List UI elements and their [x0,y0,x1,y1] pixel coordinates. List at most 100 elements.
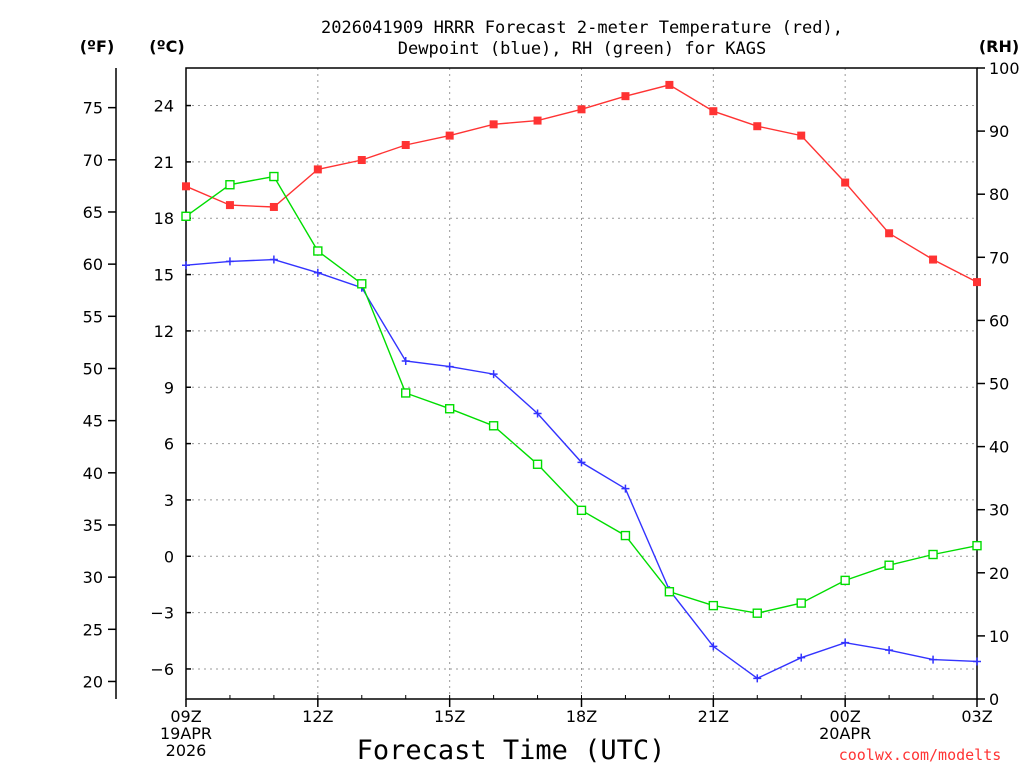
fahrenheit-unit-label: (ºF) [80,37,115,56]
celsius-tick-label: 24 [154,97,174,116]
rh-point [752,608,762,618]
dewpoint-point [797,653,806,662]
rh-point [840,575,850,586]
rh-tick-label: 30 [989,501,1009,520]
rh-point [796,598,806,608]
dewpoint-point [225,257,234,266]
temperature-point [753,122,762,131]
temperature-point [797,131,806,140]
data-series [181,80,982,683]
rh-point [708,600,719,611]
rh-point [664,587,675,597]
x-tick-label: 20APR [819,724,871,743]
dewpoint-point [313,268,322,277]
x-tick-label: 03Z [961,707,992,726]
fahrenheit-tick-label: 70 [83,151,103,170]
dewpoint-point [973,657,981,666]
celsius-tick-label: 3 [164,491,174,510]
rh-point [225,180,235,190]
rh-tick-label: 20 [989,564,1009,583]
temperature-point [445,131,454,140]
chart-title-line-2: Dewpoint (blue), RH (green) for KAGS [398,39,766,59]
dewpoint-point [753,674,762,683]
temperature-point [357,156,366,165]
dewpoint-point [489,370,498,379]
fahrenheit-tick-label: 60 [83,255,103,274]
chart-title-line-1: 2026041909 HRRR Forecast 2-meter Tempera… [321,18,843,38]
temperature-point [269,202,278,211]
celsius-tick-label: −6 [150,660,174,679]
dewpoint-point [885,646,894,655]
rh-point [928,549,938,560]
fahrenheit-tick-label: 65 [83,203,103,222]
dewpoint-point [182,261,190,270]
dewpoint-point [269,255,278,264]
x-tick-label: 19APR [160,724,212,743]
temperature-point [709,107,718,116]
rh-tick-label: 0 [989,690,999,709]
dewpoint-point [621,484,630,493]
fahrenheit-tick-label: 45 [83,412,103,431]
rh-tick-label: 100 [989,59,1020,78]
fahrenheit-tick-label: 30 [83,568,103,587]
rh-unit-label: (RH) [979,37,1019,56]
fahrenheit-tick-label: 20 [83,672,103,691]
fahrenheit-tick-label: 75 [83,99,103,118]
x-tick-label: 09Z [170,707,201,726]
celsius-unit-label: (ºC) [149,37,184,56]
temperature-point [665,80,674,89]
dewpoint-point [929,655,938,664]
temperature-point [489,120,498,129]
rh-point [313,246,323,256]
x-tick-label: 2026 [166,741,207,760]
celsius-tick-label: 21 [154,153,174,172]
celsius-tick-label: 6 [164,435,174,454]
grid-lines [186,68,977,699]
temperature-point [929,255,938,264]
dewpoint-point [841,638,850,647]
fahrenheit-tick-label: 25 [83,620,103,639]
fahrenheit-tick-label: 55 [83,307,103,326]
dewpoint-point [533,409,542,418]
rh-tick-label: 90 [989,122,1009,141]
rh-point [401,388,411,398]
x-tick-label: 21Z [698,707,729,726]
dewpoint-point [445,362,454,371]
rh-tick-label: 50 [989,375,1009,394]
dewpoint-point [401,356,410,365]
temperature-point [313,165,322,174]
rh-point [884,560,894,570]
temperature-point [225,201,234,210]
temperature-point [577,105,586,114]
rh-tick-label: 60 [989,311,1009,330]
celsius-tick-label: 12 [154,322,174,341]
rh-point [269,171,279,182]
fahrenheit-tick-label: 40 [83,464,103,483]
temperature-point [841,178,850,187]
celsius-tick-label: −3 [150,604,174,623]
temperature-point [885,229,894,238]
celsius-tick-label: 9 [164,378,174,397]
temperature-point [533,116,542,125]
dewpoint-point [709,642,718,651]
plot-frame [185,67,978,700]
x-tick-label: 12Z [302,707,333,726]
rh-point [357,279,367,289]
dewpoint-point [577,458,586,467]
temperature-point [621,92,630,101]
x-axis-title: Forecast Time (UTC) [357,735,666,766]
x-tick-label: 15Z [434,707,465,726]
rh-tick-label: 40 [989,438,1009,457]
celsius-tick-label: 15 [154,266,174,285]
rh-tick-label: 80 [989,185,1009,204]
x-tick-label: 00Z [830,707,861,726]
rh-tick-label: 10 [989,627,1009,646]
celsius-tick-label: 18 [154,209,174,228]
temperature-point [182,182,190,191]
rh-point [972,540,982,551]
celsius-tick-label: 0 [164,547,174,566]
rh-point [444,404,455,414]
fahrenheit-tick-label: 50 [83,359,103,378]
